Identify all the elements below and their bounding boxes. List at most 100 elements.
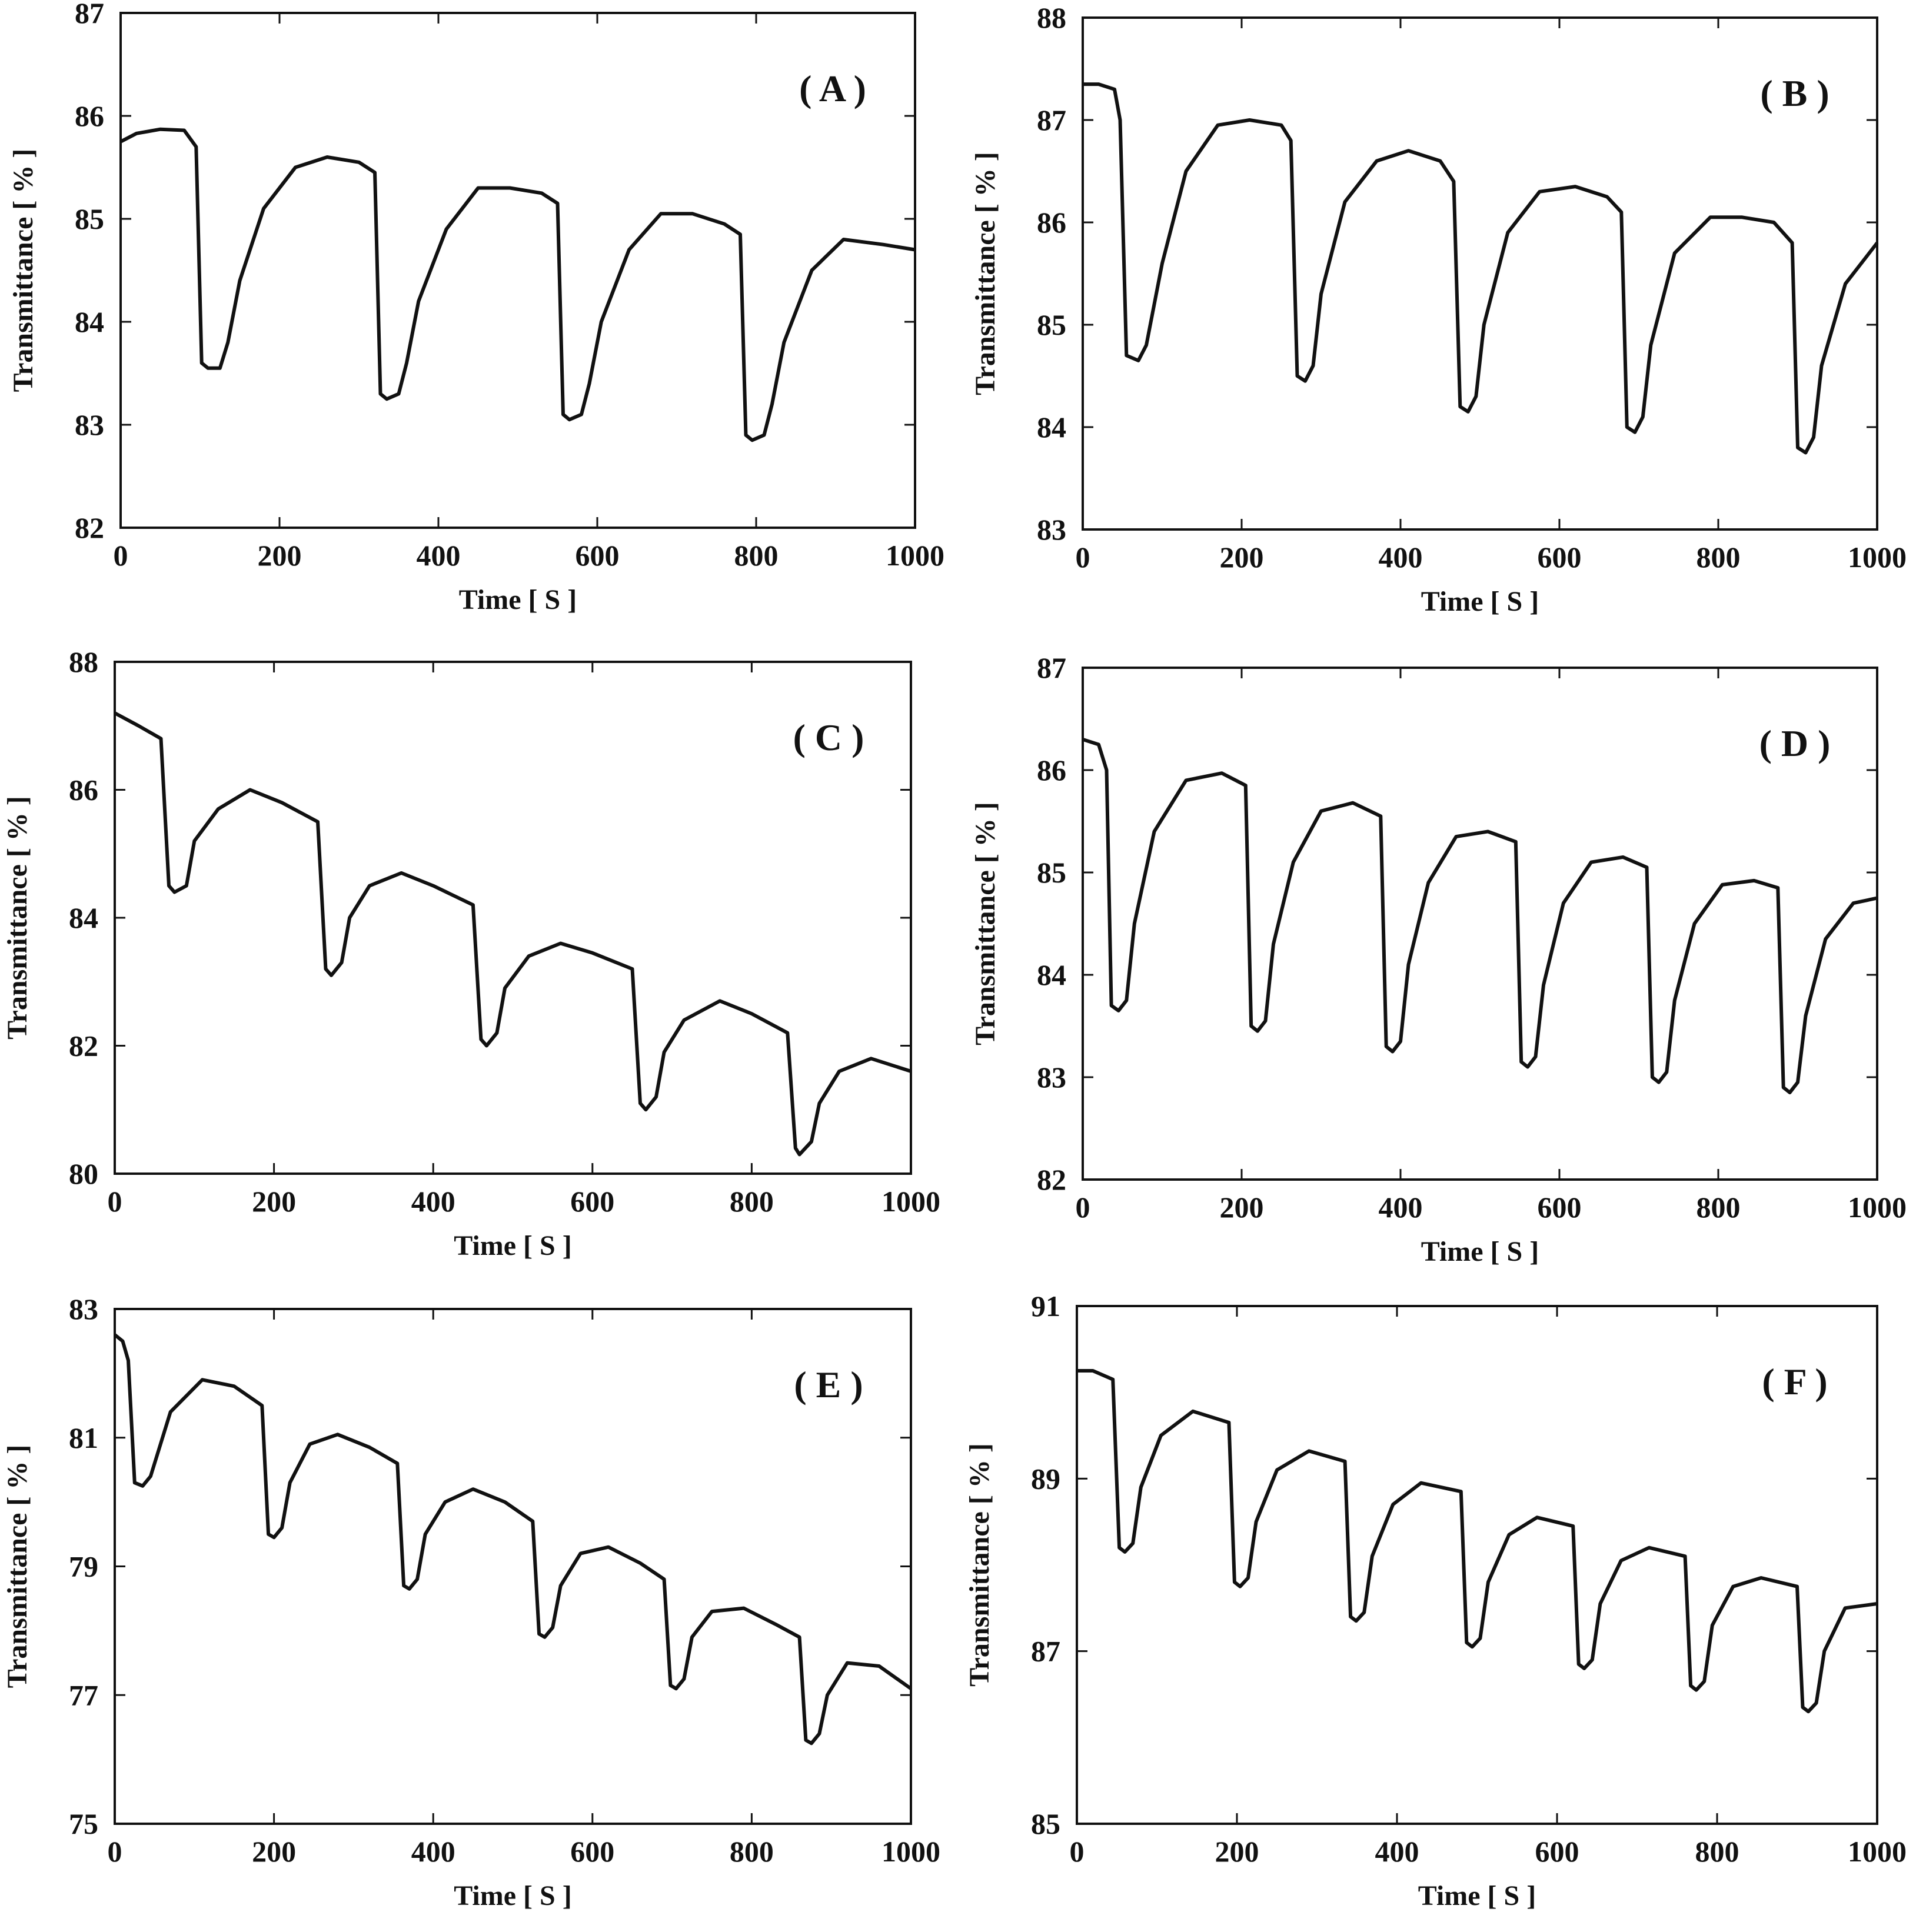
y-tick-label: 86 (69, 774, 98, 807)
x-tick-label: 200 (258, 539, 302, 572)
x-tick-label: 800 (1697, 541, 1741, 574)
x-tick-label: 1000 (886, 539, 944, 572)
panel-label: ( B ) (1760, 72, 1829, 114)
x-tick-label: 1000 (1848, 1835, 1907, 1868)
plot-frame (1082, 667, 1878, 1181)
y-axis-title: Transmittance [ % ] (8, 149, 39, 392)
y-tick-label: 83 (75, 408, 104, 441)
panel-label: ( D ) (1759, 722, 1831, 764)
x-tick-label: 200 (1220, 1191, 1264, 1224)
series-line-transmittance (1082, 737, 1878, 1095)
y-tick-label: 87 (1037, 104, 1066, 136)
x-axis-title: Time [ S ] (454, 1230, 571, 1261)
x-tick-label: 0 (1070, 1835, 1085, 1868)
plot-frame (119, 12, 916, 529)
y-tick-label: 84 (1037, 411, 1066, 444)
x-tick-label: 600 (1538, 541, 1582, 574)
y-axis-title: Transmittance [ % ] (970, 152, 1001, 395)
x-tick-label: 600 (576, 539, 620, 572)
y-tick-label: 81 (69, 1421, 98, 1454)
y-tick-label: 85 (1031, 1807, 1060, 1840)
panel-d: 0 200 400 600 800 1000 82 83 84 85 86 87 Time [ S ] T… (970, 651, 1907, 1267)
panel-a: 0 200 400 600 800 1000 82 83 84 85 86 87 Time [ S ] T… (8, 0, 944, 615)
x-tick-label: 200 (252, 1835, 296, 1868)
y-tick-label: 79 (69, 1550, 98, 1583)
y-axis-title: Transmittance [ % ] (964, 1443, 995, 1687)
y-tick-label: 87 (1037, 651, 1066, 684)
x-tick-label: 1000 (1848, 541, 1907, 574)
panel-b: 0 200 400 600 800 1000 83 84 85 86 87 88 Time [ S ] T… (970, 1, 1907, 617)
series-line-transmittance (114, 1333, 912, 1746)
x-tick-label: 800 (1695, 1835, 1739, 1868)
y-tick-label: 85 (75, 202, 104, 235)
x-tick-label: 1000 (1848, 1191, 1907, 1224)
x-tick-label: 0 (108, 1835, 122, 1868)
y-tick-label: 83 (1037, 1061, 1066, 1094)
y-axis-title: Transmittance [ % ] (2, 796, 33, 1040)
panel-e: 0 200 400 600 800 1000 75 77 79 81 83 Time [ S ] Tra… (2, 1293, 940, 1911)
panel-f: 0 200 400 600 800 1000 85 87 89 91 Time [ S ] Trans… (964, 1290, 1907, 1911)
x-tick-label: 400 (411, 1185, 455, 1218)
x-tick-label: 400 (1379, 1191, 1423, 1224)
y-axis-title: Transmittance [ % ] (970, 802, 1001, 1045)
x-axis-title: Time [ S ] (1421, 1236, 1539, 1267)
x-tick-label: 800 (1697, 1191, 1741, 1224)
y-tick-label: 87 (1031, 1635, 1060, 1668)
x-tick-label: 0 (114, 539, 128, 572)
x-tick-label: 600 (570, 1185, 614, 1218)
plot-frame (1076, 1305, 1878, 1825)
y-tick-label: 86 (1037, 206, 1066, 239)
y-tick-label: 85 (1037, 308, 1066, 341)
y-tick-label: 89 (1031, 1462, 1060, 1495)
x-tick-label: 600 (1538, 1191, 1582, 1224)
y-tick-label: 84 (1037, 958, 1066, 991)
x-tick-label: 200 (1220, 541, 1264, 574)
x-tick-label: 400 (1375, 1835, 1419, 1868)
y-tick-label: 88 (69, 645, 98, 678)
x-tick-label: 400 (1379, 541, 1423, 574)
y-tick-label: 91 (1031, 1290, 1060, 1323)
y-tick-label: 83 (1037, 513, 1066, 546)
series-line-transmittance (1077, 1369, 1878, 1714)
x-axis-title: Time [ S ] (459, 584, 577, 615)
x-tick-label: 1000 (881, 1835, 940, 1868)
x-tick-label: 0 (1076, 1191, 1090, 1224)
panel-label: ( A ) (799, 68, 866, 109)
y-tick-label: 84 (69, 901, 98, 934)
x-tick-label: 400 (411, 1835, 455, 1868)
panel-label: ( F ) (1762, 1361, 1827, 1403)
x-tick-label: 0 (108, 1185, 122, 1218)
panel-label: ( C ) (793, 717, 864, 758)
panel-c: 0 200 400 600 800 1000 80 82 84 86 88 Time [ S ] Tra… (2, 645, 940, 1261)
y-tick-label: 82 (75, 511, 104, 544)
y-tick-label: 85 (1037, 856, 1066, 889)
y-tick-label: 82 (1037, 1163, 1066, 1196)
series-line-transmittance (114, 711, 912, 1157)
y-tick-label: 75 (69, 1807, 98, 1840)
plot-frame (1082, 16, 1878, 531)
x-tick-label: 600 (1535, 1835, 1579, 1868)
y-tick-label: 86 (1037, 754, 1066, 787)
y-tick-label: 82 (69, 1030, 98, 1062)
y-tick-label: 84 (75, 305, 104, 338)
x-tick-label: 800 (734, 539, 779, 572)
y-tick-label: 86 (75, 99, 104, 132)
y-tick-label: 88 (1037, 1, 1066, 34)
x-tick-label: 200 (1215, 1835, 1259, 1868)
x-axis-title: Time [ S ] (454, 1880, 571, 1911)
y-axis-title: Transmittance [ % ] (2, 1445, 33, 1688)
y-tick-label: 80 (69, 1157, 98, 1190)
x-axis-title: Time [ S ] (1421, 586, 1539, 617)
x-tick-label: 400 (417, 539, 461, 572)
x-tick-label: 0 (1076, 541, 1090, 574)
y-tick-label: 87 (75, 0, 104, 29)
x-tick-label: 600 (570, 1835, 614, 1868)
panel-label: ( E ) (794, 1364, 863, 1405)
y-tick-label: 77 (69, 1678, 98, 1711)
x-tick-label: 1000 (881, 1185, 940, 1218)
y-tick-label: 83 (69, 1293, 98, 1325)
x-tick-label: 800 (730, 1185, 774, 1218)
series-line-transmittance (1083, 82, 1879, 455)
x-axis-title: Time [ S ] (1418, 1880, 1536, 1911)
